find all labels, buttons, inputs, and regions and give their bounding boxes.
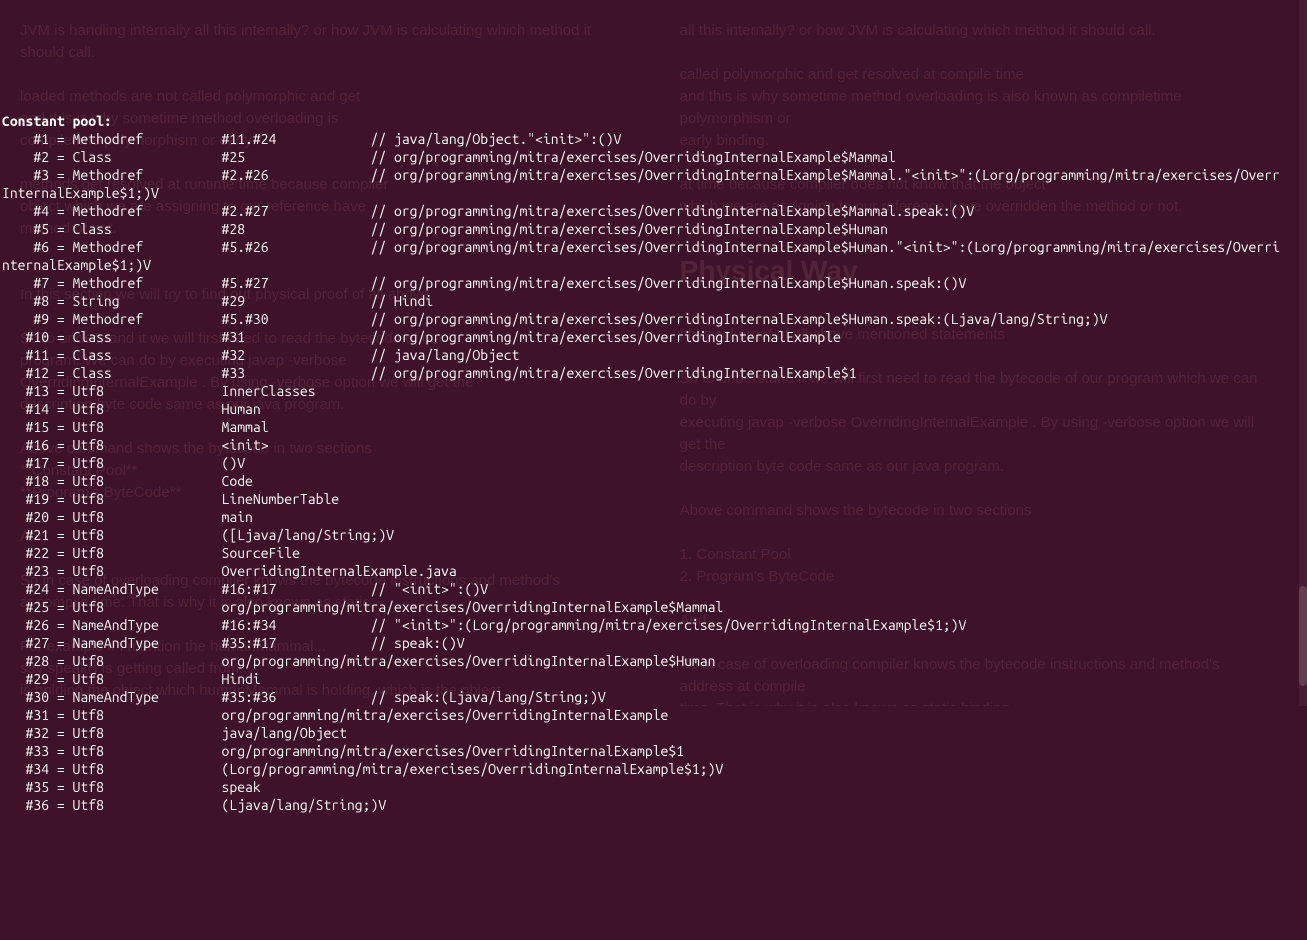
pool-entry: #27 = NameAndType #35:#17 // speak:()V [2, 634, 1305, 652]
pool-entry: #16 = Utf8 <init> [2, 436, 1305, 454]
pool-entry: #13 = Utf8 InnerClasses [2, 382, 1305, 400]
pool-entry: #34 = Utf8 (Lorg/programming/mitra/exerc… [2, 760, 1305, 778]
pool-entry: #33 = Utf8 org/programming/mitra/exercis… [2, 742, 1305, 760]
pool-entry: #25 = Utf8 org/programming/mitra/exercis… [2, 598, 1305, 616]
pool-entry: #17 = Utf8 ()V [2, 454, 1305, 472]
pool-entry: #6 = Methodref #5.#26 // org/programming… [2, 238, 1305, 256]
pool-entry: #10 = Class #31 // org/programming/mitra… [2, 328, 1305, 346]
pool-entry: #18 = Utf8 Code [2, 472, 1305, 490]
pool-entry: #24 = NameAndType #16:#17 // "<init>":()… [2, 580, 1305, 598]
pool-entry: #8 = String #29 // Hindi [2, 292, 1305, 310]
bytecode-constant-pool: Constant pool: #1 = Methodref #11.#24 //… [2, 112, 1305, 814]
pool-entry: #11 = Class #32 // java/lang/Object [2, 346, 1305, 364]
pool-entry: #3 = Methodref #2.#26 // org/programming… [2, 166, 1305, 184]
pool-entry-wrap: nternalExample$1;)V [2, 256, 1305, 274]
pool-entry: #14 = Utf8 Human [2, 400, 1305, 418]
pool-entry: #30 = NameAndType #35:#36 // speak:(Ljav… [2, 688, 1305, 706]
scrollbar-track[interactable] [1299, 0, 1307, 706]
constant-pool-header: Constant pool: [2, 112, 1305, 130]
pool-entry: #23 = Utf8 OverridingInternalExample.jav… [2, 562, 1305, 580]
pool-entry: #15 = Utf8 Mammal [2, 418, 1305, 436]
pool-entry: #22 = Utf8 SourceFile [2, 544, 1305, 562]
pool-entry: #26 = NameAndType #16:#34 // "<init>":(L… [2, 616, 1305, 634]
bg-line [20, 64, 607, 86]
bg-line: called polymorphic and get resolved at c… [680, 64, 1267, 86]
pool-entry: #32 = Utf8 java/lang/Object [2, 724, 1305, 742]
pool-entry: #5 = Class #28 // org/programming/mitra/… [2, 220, 1305, 238]
pool-entry: #9 = Methodref #5.#30 // org/programming… [2, 310, 1305, 328]
bg-line [680, 42, 1267, 64]
pool-entry: #29 = Utf8 Hindi [2, 670, 1305, 688]
pool-entry: #28 = Utf8 org/programming/mitra/exercis… [2, 652, 1305, 670]
pool-entry: #21 = Utf8 ([Ljava/lang/String;)V [2, 526, 1305, 544]
bg-line: JVM is handling internally all this inte… [20, 20, 607, 64]
pool-entry: #7 = Methodref #5.#27 // org/programming… [2, 274, 1305, 292]
pool-entry: #1 = Methodref #11.#24 // java/lang/Obje… [2, 130, 1305, 148]
pool-entry: #4 = Methodref #2.#27 // org/programming… [2, 202, 1305, 220]
pool-entry: #31 = Utf8 org/programming/mitra/exercis… [2, 706, 1305, 724]
pool-entry: #35 = Utf8 speak [2, 778, 1305, 796]
bg-line: loaded methods are not called polymorphi… [20, 86, 607, 108]
pool-entry: #12 = Class #33 // org/programming/mitra… [2, 364, 1305, 382]
pool-entry: #2 = Class #25 // org/programming/mitra/… [2, 148, 1305, 166]
pool-entry: #20 = Utf8 main [2, 508, 1305, 526]
pool-entry: #19 = Utf8 LineNumberTable [2, 490, 1305, 508]
scrollbar-thumb[interactable] [1299, 586, 1307, 686]
pool-entry-wrap: InternalExample$1;)V [2, 184, 1305, 202]
bg-line: all this internally? or how JVM is calcu… [680, 20, 1267, 42]
pool-entry: #36 = Utf8 (Ljava/lang/String;)V [2, 796, 1305, 814]
